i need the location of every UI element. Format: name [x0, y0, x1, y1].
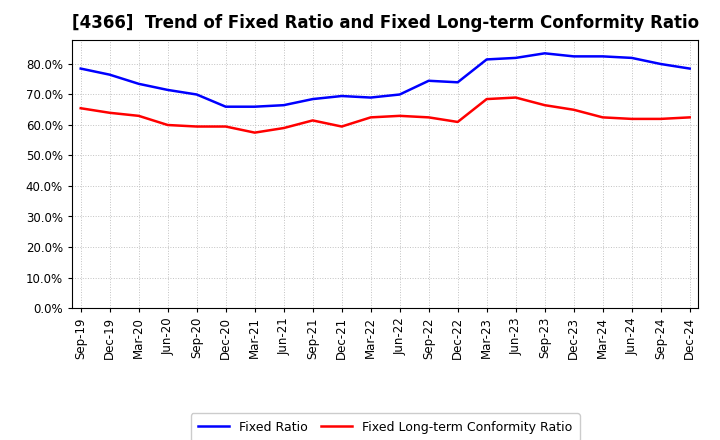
Fixed Long-term Conformity Ratio	[76, 106, 85, 111]
Fixed Long-term Conformity Ratio	[685, 115, 694, 120]
Fixed Ratio	[135, 81, 143, 87]
Fixed Ratio	[482, 57, 491, 62]
Line: Fixed Ratio: Fixed Ratio	[81, 53, 690, 106]
Fixed Ratio	[105, 72, 114, 77]
Legend: Fixed Ratio, Fixed Long-term Conformity Ratio: Fixed Ratio, Fixed Long-term Conformity …	[191, 413, 580, 440]
Fixed Long-term Conformity Ratio	[366, 115, 375, 120]
Fixed Ratio	[395, 92, 404, 97]
Fixed Ratio	[163, 87, 172, 92]
Fixed Long-term Conformity Ratio	[105, 110, 114, 115]
Fixed Ratio	[657, 61, 665, 66]
Fixed Long-term Conformity Ratio	[279, 125, 288, 131]
Fixed Long-term Conformity Ratio	[395, 113, 404, 118]
Fixed Ratio	[685, 66, 694, 71]
Fixed Long-term Conformity Ratio	[511, 95, 520, 100]
Fixed Ratio	[570, 54, 578, 59]
Fixed Long-term Conformity Ratio	[657, 116, 665, 121]
Fixed Ratio	[76, 66, 85, 71]
Fixed Long-term Conformity Ratio	[541, 103, 549, 108]
Fixed Long-term Conformity Ratio	[454, 119, 462, 125]
Fixed Long-term Conformity Ratio	[338, 124, 346, 129]
Fixed Long-term Conformity Ratio	[192, 124, 201, 129]
Fixed Ratio	[279, 103, 288, 108]
Title: [4366]  Trend of Fixed Ratio and Fixed Long-term Conformity Ratio: [4366] Trend of Fixed Ratio and Fixed Lo…	[71, 15, 699, 33]
Fixed Ratio	[338, 93, 346, 99]
Fixed Ratio	[308, 96, 317, 102]
Fixed Long-term Conformity Ratio	[308, 118, 317, 123]
Fixed Long-term Conformity Ratio	[570, 107, 578, 112]
Fixed Ratio	[192, 92, 201, 97]
Fixed Long-term Conformity Ratio	[163, 122, 172, 128]
Fixed Ratio	[627, 55, 636, 61]
Fixed Ratio	[221, 104, 230, 109]
Fixed Ratio	[251, 104, 259, 109]
Fixed Long-term Conformity Ratio	[135, 113, 143, 118]
Fixed Ratio	[366, 95, 375, 100]
Fixed Long-term Conformity Ratio	[221, 124, 230, 129]
Fixed Ratio	[598, 54, 607, 59]
Fixed Ratio	[541, 51, 549, 56]
Fixed Long-term Conformity Ratio	[482, 96, 491, 102]
Fixed Long-term Conformity Ratio	[627, 116, 636, 121]
Fixed Long-term Conformity Ratio	[251, 130, 259, 135]
Line: Fixed Long-term Conformity Ratio: Fixed Long-term Conformity Ratio	[81, 98, 690, 132]
Fixed Ratio	[511, 55, 520, 61]
Fixed Ratio	[424, 78, 433, 84]
Fixed Ratio	[454, 80, 462, 85]
Fixed Long-term Conformity Ratio	[598, 115, 607, 120]
Fixed Long-term Conformity Ratio	[424, 115, 433, 120]
